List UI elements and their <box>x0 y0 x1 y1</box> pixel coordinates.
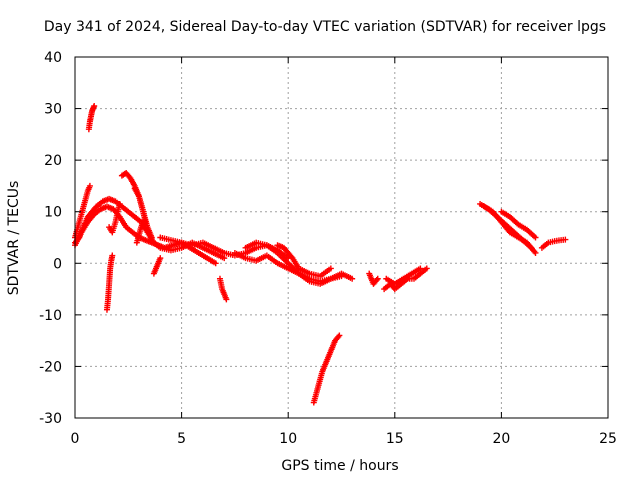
chart-title: Day 341 of 2024, Sidereal Day-to-day VTE… <box>44 19 606 35</box>
data-point <box>417 265 424 272</box>
series-arc-w <box>538 236 569 251</box>
data-point <box>423 265 430 272</box>
data-point <box>116 200 123 207</box>
data-point <box>148 234 155 241</box>
series-arc-c <box>72 182 93 241</box>
series-arc-u <box>481 203 539 256</box>
x-tick-label: 20 <box>492 431 510 447</box>
series-arc-e <box>103 252 116 313</box>
data-point <box>532 249 539 256</box>
data-point <box>349 275 356 282</box>
series-arc-p <box>310 332 343 406</box>
data-point <box>373 277 380 284</box>
data-point <box>212 260 219 267</box>
y-tick-label: -10 <box>39 308 62 324</box>
data-point <box>223 296 230 303</box>
y-tick-label: 20 <box>44 153 62 169</box>
y-axis-label: SDTVAR / TECUs <box>6 181 22 296</box>
series-arc-o <box>274 242 334 280</box>
series-arc-i <box>131 185 155 241</box>
y-tick-label: -20 <box>39 359 62 375</box>
x-tick-label: 15 <box>386 431 404 447</box>
series-arc-v <box>498 208 539 241</box>
series-arc-q <box>366 270 381 287</box>
data-point <box>91 102 98 109</box>
data-point <box>335 333 342 340</box>
data-point <box>109 252 116 259</box>
y-tick-label: -30 <box>39 411 62 427</box>
x-tick-label: 5 <box>177 431 186 447</box>
plot-frame <box>74 56 609 419</box>
data-point <box>374 275 381 282</box>
grid-lines <box>75 57 608 418</box>
series-arc-n <box>242 239 356 287</box>
x-tick-label: 25 <box>599 431 617 447</box>
series-arc-j <box>150 255 164 277</box>
x-axis-label: GPS time / hours <box>281 458 398 474</box>
x-tick-label: 10 <box>279 431 297 447</box>
series-arc-r <box>381 265 430 293</box>
data-point <box>86 182 93 189</box>
axes: 0 5 10 15 20 25 -30 -20 -10 0 10 20 30 40 <box>39 50 617 447</box>
series-arc-d <box>85 102 98 133</box>
data-point <box>157 255 164 262</box>
data-point <box>288 253 295 260</box>
x-tick-label: 0 <box>71 431 80 447</box>
series-arc-f <box>106 200 123 236</box>
y-tick-label: 10 <box>44 205 62 221</box>
series-arc-h <box>133 219 147 246</box>
data-point <box>327 265 334 272</box>
y-tick-label: 30 <box>44 102 62 118</box>
series-arc-k <box>216 275 230 303</box>
y-tick-label: 40 <box>44 50 62 66</box>
y-tick-label: 0 <box>53 256 62 272</box>
data-point <box>532 234 539 241</box>
data-point <box>562 236 569 243</box>
data-point <box>336 332 343 339</box>
series-arc-s <box>383 265 424 287</box>
data-point <box>221 255 228 262</box>
plot-area <box>72 102 569 406</box>
